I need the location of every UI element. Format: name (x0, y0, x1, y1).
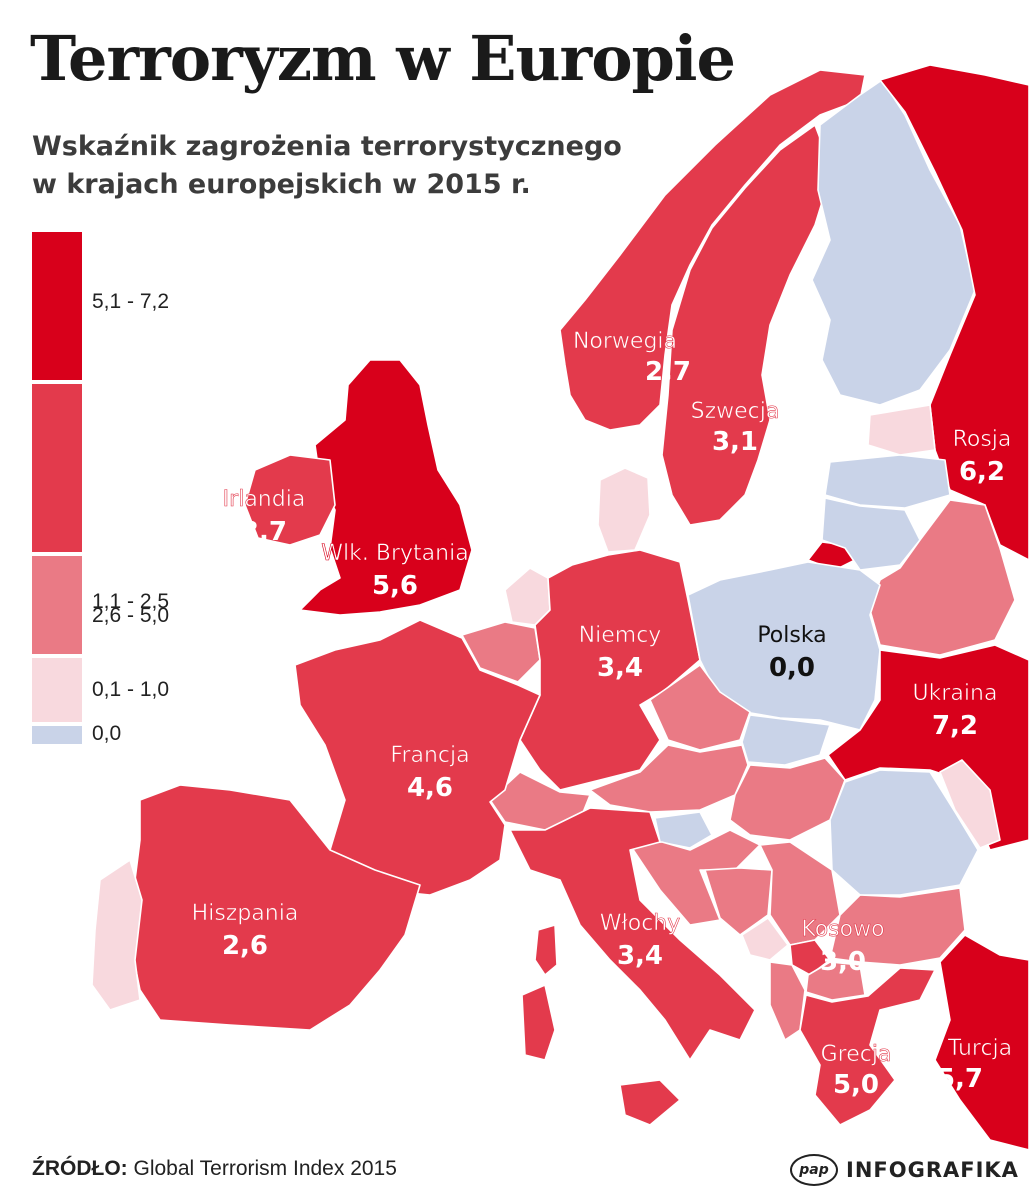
germany-shape (519, 549, 701, 791)
legend-label: 0,1 - 1,0 (92, 678, 170, 701)
country-value-label: 3,7 (241, 517, 287, 547)
montenegro-shape (741, 917, 789, 961)
legend-label: 1,1 - 2,5 (92, 590, 170, 613)
legend-swatch (32, 384, 82, 552)
country-value-label: 3,4 (617, 941, 663, 971)
france-shape (294, 619, 541, 896)
country-shapes (91, 64, 1029, 1151)
subtitle-line-2: w krajach europejskich w 2015 r. (32, 169, 531, 200)
italy-shape (509, 807, 756, 1061)
country-value-label: 0,0 (769, 653, 815, 683)
country-value-label: 6,2 (959, 457, 1005, 487)
pap-logo-icon: pap (790, 1154, 838, 1186)
legend-label: 0,0 (92, 722, 122, 745)
brand-text: INFOGRAFIKA (846, 1158, 1019, 1182)
source-note: ŹRÓDŁO: Global Terrorism Index 2015 (32, 1157, 397, 1181)
legend-swatch (32, 726, 82, 744)
country-value-label: 3,1 (712, 427, 758, 457)
country-value-label: 7,2 (932, 711, 978, 741)
legend-swatch (32, 658, 82, 722)
sicily-shape (619, 1079, 681, 1126)
country-name-label: Szwecja (691, 399, 780, 424)
country-value-label: 4,6 (407, 773, 453, 803)
country-value-label: 2,6 (222, 931, 268, 961)
country-name-label: Kosowo (801, 917, 884, 942)
country-value-label: 3,0 (820, 947, 866, 977)
source-text: Global Terrorism Index 2015 (133, 1157, 397, 1180)
country-value-label: 5,0 (833, 1070, 879, 1100)
legend-label: 2,6 - 5,0 (92, 604, 170, 627)
page-subtitle: Wskaźnik zagrożenia terrorystycznego w k… (32, 128, 672, 204)
country-value-label: 5,6 (372, 571, 418, 601)
page-title: Terroryzm w Europie (30, 22, 736, 95)
subtitle-line-1: Wskaźnik zagrożenia terrorystycznego (32, 131, 622, 162)
country-name-label: Grecja (821, 1042, 892, 1067)
brand-block: pap INFOGRAFIKA (790, 1152, 1019, 1188)
turkey-shape (934, 934, 1029, 1151)
portugal-shape (91, 859, 143, 1011)
denmark-shape (597, 467, 651, 553)
ireland-shape (244, 454, 336, 546)
hungary-shape (729, 757, 846, 841)
country-value-label: 5,7 (937, 1064, 983, 1094)
bosnia-shape (704, 867, 773, 936)
legend-swatch (32, 232, 82, 380)
lithuania-shape (821, 497, 921, 571)
country-name-label: Wlk. Brytania (321, 541, 468, 566)
country-name-label: Ukraina (913, 681, 998, 706)
uk-shape (299, 359, 473, 616)
bulgaria-shape (829, 887, 966, 966)
latvia-shape (824, 454, 951, 509)
moldova-shape (939, 759, 1001, 849)
switzerland-shape (489, 771, 591, 831)
legend-swatch (32, 556, 82, 654)
greece-shape (799, 967, 936, 1126)
slovakia-shape (741, 714, 831, 766)
sweden-shape (661, 124, 833, 526)
austria-shape (589, 744, 749, 813)
country-name-label: Rosja (953, 427, 1012, 452)
country-name-label: Hiszpania (192, 901, 299, 926)
romania-shape (829, 769, 979, 896)
country-name-label: Irlandia (223, 487, 306, 512)
corsica-shape (534, 924, 558, 976)
country-name-label: Francja (390, 743, 469, 768)
country-name-label: Włochy (600, 911, 681, 936)
estonia-shape (867, 404, 936, 456)
country-value-label: 3,4 (597, 653, 643, 683)
macedonia-shape (805, 961, 866, 1001)
legend-label: 5,1 - 7,2 (92, 290, 170, 313)
sardinia-shape (521, 984, 556, 1061)
country-name-label: Polska (757, 623, 826, 648)
norway-shape (559, 69, 866, 431)
country-value-label: 2,7 (645, 357, 691, 387)
source-label: ŹRÓDŁO: (32, 1157, 128, 1180)
country-name-label: Turcja (947, 1036, 1012, 1061)
country-name-label: Niemcy (579, 623, 662, 648)
country-name-label: Norwegia (573, 329, 677, 354)
czech-shape (649, 664, 751, 751)
